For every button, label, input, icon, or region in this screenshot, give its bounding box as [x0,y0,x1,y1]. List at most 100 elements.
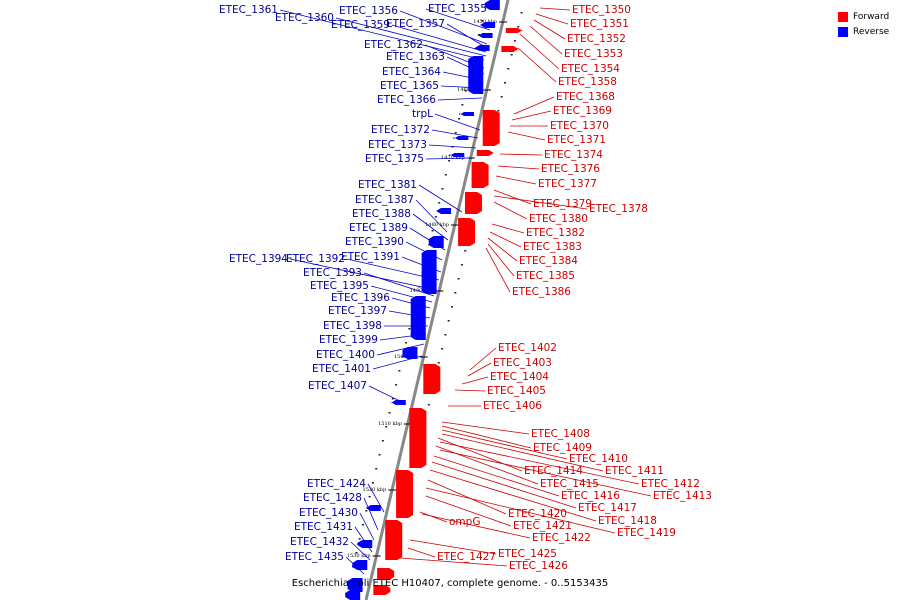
reverse-leader-line [391,24,487,53]
forward-label-etec-1405: ETEC_1405 [487,385,546,397]
reverse-leader-line [431,129,479,139]
reverse-label-etec-1395: ETEC_1395 [310,280,369,292]
strand-dot [391,398,394,400]
forward-leader-line [427,479,507,515]
reverse-leader-line [409,227,446,251]
reverse-gene-block [436,208,452,214]
forward-label-etec-1370: ETEC_1370 [550,120,609,132]
forward-leader-line [485,247,511,293]
reverse-label-etec-1373: ETEC_1373 [368,139,427,151]
forward-leader-line [441,425,532,449]
reverse-gene-block [365,505,381,511]
forward-leader-line [399,557,508,567]
reverse-leader-line [289,258,437,291]
forward-leader-line [487,243,515,277]
forward-label-etec-1353: ETEC_1353 [564,48,623,60]
reverse-leader-line [405,241,443,261]
strand-dot [398,370,401,372]
reverse-leader-line [399,10,488,45]
reverse-gene-block [468,56,484,94]
forward-gene-block [409,408,427,468]
reverse-label-etec-1375: ETEC_1375 [365,153,424,165]
forward-leader-line [437,437,523,472]
forward-leader-line [519,33,560,70]
reverse-leader-line [370,285,433,303]
strand-dot [441,348,444,350]
reverse-leader-line [415,199,448,233]
forward-leader-line [409,539,497,555]
forward-leader-line [489,231,522,248]
reverse-gene-block [459,112,475,116]
reverse-label-etec-1381: ETEC_1381 [358,179,417,191]
forward-gene-block [423,364,441,394]
reverse-label-etec-1363: ETEC_1363 [386,51,445,63]
tick-label: 1520 kbp [363,487,387,493]
strand-dot [434,216,437,218]
strand-dot [431,230,434,232]
reverse-leader-line [372,355,423,370]
reverse-leader-line [354,526,373,553]
strand-dot [375,468,378,470]
reverse-label-etec-1355: ETEC_1355 [428,3,487,15]
reverse-leader-line [437,97,483,101]
strand-dot [497,110,500,112]
reverse-label-etec-1432: ETEC_1432 [290,536,349,548]
reverse-leader-line [350,541,371,561]
forward-label-etec-1425: ETEC_1425 [498,548,557,560]
tick-label: 1490 kbp [410,288,434,294]
forward-label-etec-1404: ETEC_1404 [490,371,549,383]
forward-leader-line [467,362,492,377]
forward-label-etec-1368: ETEC_1368 [556,91,615,103]
forward-leader-line [425,495,512,527]
strand-dot [464,90,467,92]
strand-dot [513,40,516,42]
forward-leader-line [425,487,616,534]
forward-leader-line [511,110,552,121]
forward-gene-block [377,568,395,580]
strand-dot [517,26,520,28]
forward-label-etec-1426: ETEC_1426 [509,560,568,572]
forward-leader-line [421,513,531,539]
forward-label-etec-1409: ETEC_1409 [533,442,592,454]
forward-gene-block [505,28,523,33]
forward-leader-line [529,25,563,55]
forward-label-etec-1358: ETEC_1358 [558,76,617,88]
forward-gene-block [385,520,403,560]
strand-dot [438,202,441,204]
legend-reverse: Reverse [838,24,889,39]
reverse-label-etec-1365: ETEC_1365 [380,80,439,92]
strand-dot [461,104,464,106]
strand-dot [385,426,388,428]
reverse-leader-line [379,333,427,341]
reverse-leader-line [335,17,487,57]
forward-gene-block [396,470,414,518]
forward-label-etec-1415: ETEC_1415 [540,478,599,490]
forward-leader-line [407,547,436,558]
forward-label-etec-1354: ETEC_1354 [561,63,620,75]
reverse-label-trpl: trpL [412,108,433,120]
reverse-leader-line [428,144,477,149]
forward-label-etec-1403: ETEC_1403 [493,357,552,369]
strand-dot [457,278,460,280]
forward-leader-line [517,47,557,83]
forward-label-etec-1382: ETEC_1382 [526,227,585,239]
forward-leader-line [431,461,577,509]
reverse-leader-line [363,272,435,297]
strand-dot [460,264,463,266]
forward-gene-block [476,150,494,156]
reverse-gene-block [347,578,363,592]
reverse-leader-line [418,184,463,213]
forward-label-etec-1418: ETEC_1418 [598,515,657,527]
forward-label-etec-1419: ETEC_1419 [617,527,676,539]
forward-label-etec-1410: ETEC_1410 [569,453,628,465]
forward-leader-line [493,189,532,205]
legend-forward-swatch [838,11,848,22]
strand-dot [500,96,503,98]
strand-dot [381,440,384,442]
reverse-leader-line [346,258,440,281]
reverse-gene-block [357,540,373,548]
forward-label-etec-1379: ETEC_1379 [533,198,592,210]
reverse-gene-block [449,153,465,157]
reverse-gene-block [421,250,437,294]
